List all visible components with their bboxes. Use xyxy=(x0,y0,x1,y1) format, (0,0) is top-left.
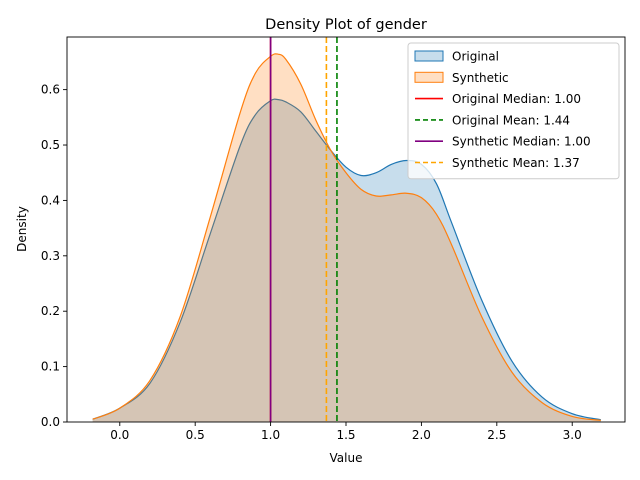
legend-swatch-1 xyxy=(414,71,444,83)
legend-label: Synthetic Mean: 1.37 xyxy=(452,156,580,170)
density-area-0 xyxy=(92,99,601,423)
legend-label: Synthetic xyxy=(452,71,509,85)
y-tick-label: 0.3 xyxy=(41,249,60,263)
y-tick-label: 0.4 xyxy=(41,193,60,207)
chart-title: Density Plot of gender xyxy=(265,17,427,33)
x-tick-label: 2.5 xyxy=(487,428,506,442)
legend-swatch-0 xyxy=(414,50,444,62)
legend-label: Original Mean: 1.44 xyxy=(452,113,570,127)
y-axis-label: Density xyxy=(15,206,29,252)
x-tick-label: 1.0 xyxy=(261,428,280,442)
y-tick-label: 0.0 xyxy=(41,415,60,429)
axes: 0.0 0.5 1.0 1.5 2.0 2.5 3.0 0.0 0.1 0.2 0.3 0.4 0.5 0… xyxy=(41,36,626,442)
plot-area xyxy=(92,37,601,423)
legend-box xyxy=(407,42,620,180)
x-axis-label: Value xyxy=(330,451,363,465)
x-tick-label: 3.0 xyxy=(563,428,582,442)
y-tick-label: 0.2 xyxy=(41,304,60,318)
legend-label: Original xyxy=(452,50,499,64)
density-line-1 xyxy=(92,53,601,421)
x-tick-label: 1.5 xyxy=(336,428,355,442)
y-tick-label: 0.5 xyxy=(41,138,60,152)
y-tick-label: 0.1 xyxy=(41,360,60,374)
x-tick-label: 0.5 xyxy=(186,428,205,442)
x-tick-label: 0.0 xyxy=(110,428,129,442)
legend-label: Synthetic Median: 1.00 xyxy=(452,135,591,149)
density-area-1 xyxy=(92,53,601,423)
legend: Original Synthetic Original Median: 1.00 Or… xyxy=(407,42,620,180)
y-tick-label: 0.6 xyxy=(41,83,60,97)
x-tick-label: 2.0 xyxy=(412,428,431,442)
legend-label: Original Median: 1.00 xyxy=(452,92,581,106)
